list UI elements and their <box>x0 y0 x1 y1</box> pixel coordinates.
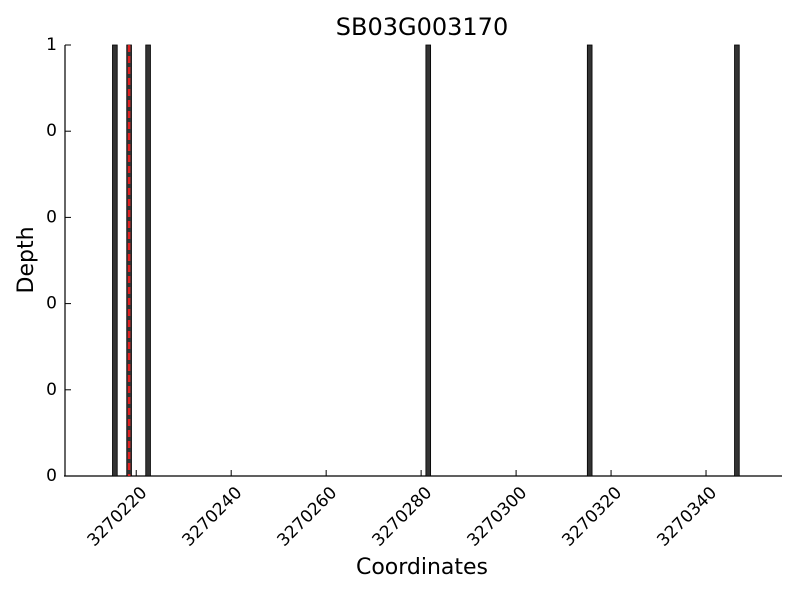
x-tick-label: 3270340 <box>653 483 721 551</box>
y-tick-label: 0 <box>46 207 57 227</box>
bar <box>145 44 151 477</box>
bar <box>586 44 593 477</box>
x-tick-label: 3270320 <box>558 483 626 551</box>
bar <box>734 44 740 477</box>
y-tick-label: 0 <box>46 466 57 486</box>
x-tick-label: 3270260 <box>274 483 342 551</box>
y-tick-label: 0 <box>46 121 57 141</box>
x-tick-label: 3270240 <box>179 483 247 551</box>
y-axis-label: Depth <box>14 226 39 293</box>
x-axis-label: Coordinates <box>356 555 488 580</box>
bar <box>112 44 118 477</box>
chart-title: SB03G003170 <box>336 13 508 41</box>
y-tick-label: 0 <box>46 294 57 314</box>
y-tick-label: 0 <box>46 380 57 400</box>
x-tick-label: 3270300 <box>463 483 531 551</box>
x-tick-label: 3270280 <box>369 483 437 551</box>
y-tick-label: 1 <box>46 35 57 55</box>
bar <box>425 44 432 477</box>
x-tick-label: 3270220 <box>84 483 152 551</box>
